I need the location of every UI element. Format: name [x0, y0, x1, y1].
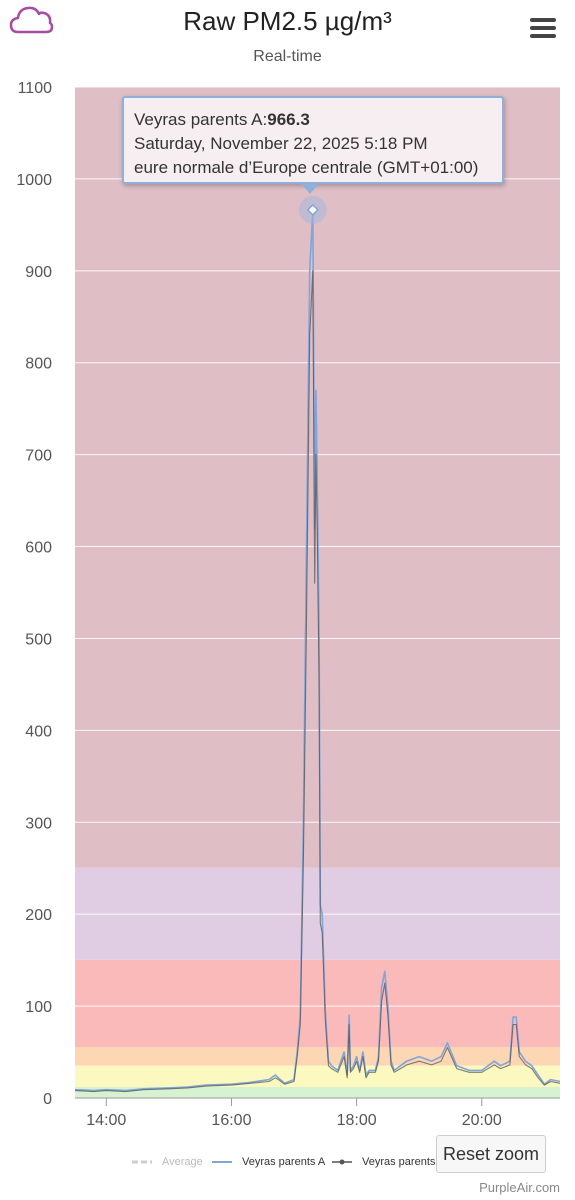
x-tick-label: 16:00: [211, 1112, 251, 1129]
reset-zoom-button[interactable]: Reset zoom: [436, 1135, 546, 1173]
y-tick-label: 900: [25, 264, 52, 281]
x-tick-label: 20:00: [462, 1112, 502, 1129]
y-tick-label: 700: [25, 448, 52, 465]
legend-average-swatch: [132, 1160, 152, 1164]
menu-hamburger-icon[interactable]: [530, 18, 556, 38]
tooltip-pointer: [300, 182, 320, 194]
data-tooltip: Veyras parents A:966.3 Saturday, Novembe…: [122, 96, 504, 184]
legend-series-b-swatch: [332, 1159, 352, 1165]
menu-bar: [530, 34, 556, 38]
y-tick-label: 800: [25, 356, 52, 373]
series-line-veyras-parents-b: [74, 270, 561, 1093]
chart-subtitle: Real-time: [253, 48, 322, 65]
legend-series-a-label: Veyras parents A: [242, 1156, 326, 1168]
tooltip-timezone: eure normale d’Europe centrale (GMT+01:0…: [134, 158, 479, 177]
aqi-band-1: [75, 1065, 560, 1087]
legend-series-b-label: Veyras parents B: [362, 1156, 446, 1168]
purpleair-credit-link[interactable]: PurpleAir.com: [479, 1180, 560, 1195]
tooltip-series-line: Veyras parents A:966.3: [134, 108, 492, 132]
tooltip-date: Saturday, November 22, 2025 5:18 PM: [134, 134, 428, 153]
y-tick-label: 200: [25, 907, 52, 924]
y-tick-label: 1100: [18, 80, 53, 97]
y-tick-label: 400: [25, 723, 52, 740]
logo-cloud-icon[interactable]: [8, 4, 54, 36]
y-tick-label: 1000: [16, 172, 52, 189]
legend-series-a-swatch: [212, 1161, 232, 1163]
menu-bar: [530, 18, 556, 22]
menu-bar: [530, 26, 556, 30]
x-tick-label: 14:00: [86, 1112, 126, 1129]
y-tick-label: 500: [25, 631, 52, 648]
y-tick-label: 100: [25, 999, 52, 1016]
y-tick-label: 600: [25, 540, 52, 557]
legend-average-label: Average: [162, 1156, 203, 1168]
aqi-band-2: [75, 1047, 560, 1066]
tooltip-series-name: Veyras parents A:: [134, 110, 268, 129]
aqi-band-0: [75, 1086, 560, 1098]
chart-title: Raw PM2.5 µg/m³: [183, 6, 392, 36]
aqi-band-3: [75, 959, 560, 1048]
tooltip-value: 966.3: [267, 110, 310, 129]
y-tick-label: 300: [25, 815, 52, 832]
x-tick-label: 18:00: [337, 1112, 377, 1129]
y-tick-label: 0: [43, 1091, 52, 1108]
highlight-point-marker: [306, 203, 319, 216]
